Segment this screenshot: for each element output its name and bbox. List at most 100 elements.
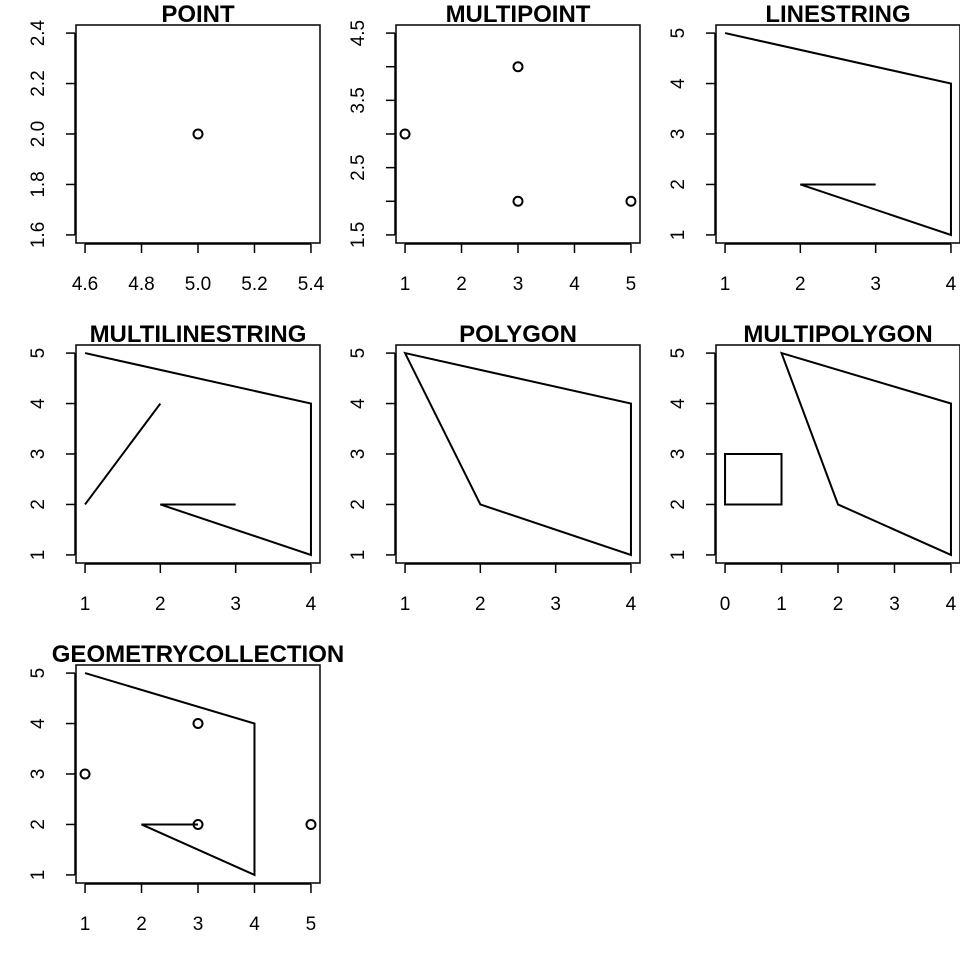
- plot-title: MULTIPOLYGON: [743, 321, 932, 348]
- x-tick-label: 5.2: [241, 274, 267, 295]
- y-tick-label: 1: [28, 550, 49, 561]
- polygon-shape: [724, 453, 783, 506]
- plot-title: POINT: [161, 1, 235, 28]
- y-tick-label: 2.5: [348, 154, 369, 180]
- x-tick-label: 5: [306, 914, 317, 935]
- plot-area: [724, 351, 952, 557]
- y-tick-label: 5: [28, 668, 49, 679]
- plot-frame: [395, 24, 641, 244]
- polygon-shape: [779, 351, 952, 557]
- x-tick-label: 3: [550, 594, 561, 615]
- x-tick-label: 1: [776, 594, 787, 615]
- x-tick-label: 4: [946, 274, 957, 295]
- y-tick-label: 1: [668, 550, 689, 561]
- x-tick-label: 3: [870, 274, 881, 295]
- x-tick-label: 4.8: [128, 274, 154, 295]
- y-tick-label: 3: [28, 769, 49, 780]
- x-tick-label: 5.0: [185, 274, 211, 295]
- point-marker: [192, 128, 204, 140]
- y-tick-label: 2.0: [28, 121, 49, 147]
- point-marker: [192, 718, 204, 730]
- linestring-shape: [84, 402, 162, 506]
- y-tick-label: 2: [668, 179, 689, 190]
- x-tick-label: 1: [80, 914, 91, 935]
- point-marker: [305, 818, 317, 830]
- plot-frame: [715, 24, 960, 244]
- x-tick-label: 4: [946, 594, 957, 615]
- y-tick-label: 5: [348, 348, 369, 359]
- plot-area: [84, 352, 312, 557]
- y-tick-label: 1.6: [28, 222, 49, 248]
- y-tick-label: 1: [348, 550, 369, 561]
- y-tick-label: 4: [28, 718, 49, 729]
- panel-linestring: LINESTRING 1 2 3 4 1 2 3 4 5: [668, 1, 960, 295]
- panel-point: POINT 4.6 4.8 5.0 5.2 5.4 1.6 1.8 2.0 2.2 2.4: [28, 1, 325, 295]
- panel-geometrycollection: GEOMETRYCOLLECTION 1 2 3 4 5 1 2 3 4 5: [28, 641, 344, 935]
- polygon-shape: [403, 351, 632, 557]
- y-tick-label: 1: [668, 230, 689, 241]
- plot-area: [403, 351, 632, 557]
- y-tick-label: 4: [28, 398, 49, 409]
- x-tick-label: 2: [155, 594, 166, 615]
- y-tick-label: 4.5: [348, 20, 369, 46]
- x-tick-label: 4: [306, 594, 317, 615]
- x-tick-label: 0: [720, 594, 731, 615]
- panel-multilinestring: MULTILINESTRING 1 2 3 4 1 2 3 4 5: [28, 321, 321, 615]
- plot-title: MULTIPOINT: [446, 1, 591, 28]
- x-tick-label: 3: [889, 594, 900, 615]
- x-tick-label: 1: [400, 274, 411, 295]
- x-tick-label: 2: [795, 274, 806, 295]
- y-tick-label: 3: [28, 449, 49, 460]
- x-tick-label: 3: [193, 914, 204, 935]
- x-tick-label: 2: [456, 274, 467, 295]
- point-marker: [512, 195, 524, 207]
- x-tick-label: 4: [626, 594, 637, 615]
- x-tick-label: 3: [230, 594, 241, 615]
- x-tick-label: 2: [833, 594, 844, 615]
- y-tick-label: 5: [668, 28, 689, 39]
- plot-title: POLYGON: [459, 321, 577, 348]
- x-tick-label: 4: [249, 914, 260, 935]
- linestring-shape: [84, 672, 256, 877]
- y-tick-label: 1.8: [28, 171, 49, 197]
- x-tick-label: 1: [400, 594, 411, 615]
- y-tick-label: 2.4: [28, 19, 49, 46]
- linestring-shape: [724, 32, 952, 237]
- plot-area: [79, 672, 317, 877]
- x-tick-label: 1: [720, 274, 731, 295]
- panel-multipoint: MULTIPOINT 1 2 3 4 5 1.5 2.5 3.5 4.5: [348, 1, 641, 295]
- y-tick-label: 1.5: [348, 222, 369, 248]
- panel-polygon: POLYGON 1 2 3 4 1 2 3 4 5: [348, 321, 641, 615]
- y-tick-label: 4: [348, 398, 369, 409]
- x-tick-label: 4.6: [72, 274, 98, 295]
- plot-frame: [715, 344, 960, 564]
- y-tick-label: 2: [668, 499, 689, 510]
- y-tick-label: 2: [28, 819, 49, 830]
- x-tick-label: 5.4: [298, 274, 325, 295]
- y-tick-label: 4: [668, 78, 689, 89]
- point-marker: [79, 768, 91, 780]
- plot-area: [192, 128, 204, 140]
- x-tick-label: 5: [626, 274, 637, 295]
- panel-multipolygon: MULTIPOLYGON 0 1 2 3 4 1 2 3 4 5: [668, 321, 960, 615]
- plot-title: GEOMETRYCOLLECTION: [52, 641, 344, 668]
- plot-frame: [395, 344, 641, 564]
- y-tick-label: 2.2: [28, 70, 49, 96]
- y-tick-label: 1: [28, 870, 49, 881]
- plot-title: MULTILINESTRING: [90, 321, 307, 348]
- y-tick-label: 2: [348, 499, 369, 510]
- plot-frame: [75, 664, 321, 884]
- point-marker: [625, 195, 637, 207]
- point-marker: [192, 818, 204, 830]
- x-tick-label: 2: [136, 914, 147, 935]
- plot-area: [724, 32, 952, 237]
- linestring-shape: [84, 352, 312, 557]
- plot-title: LINESTRING: [765, 1, 910, 28]
- x-tick-label: 3: [513, 274, 524, 295]
- y-tick-label: 5: [28, 348, 49, 359]
- plot-area: [399, 61, 637, 207]
- y-tick-label: 5: [668, 348, 689, 359]
- x-tick-label: 4: [569, 274, 580, 295]
- y-tick-label: 3: [348, 449, 369, 460]
